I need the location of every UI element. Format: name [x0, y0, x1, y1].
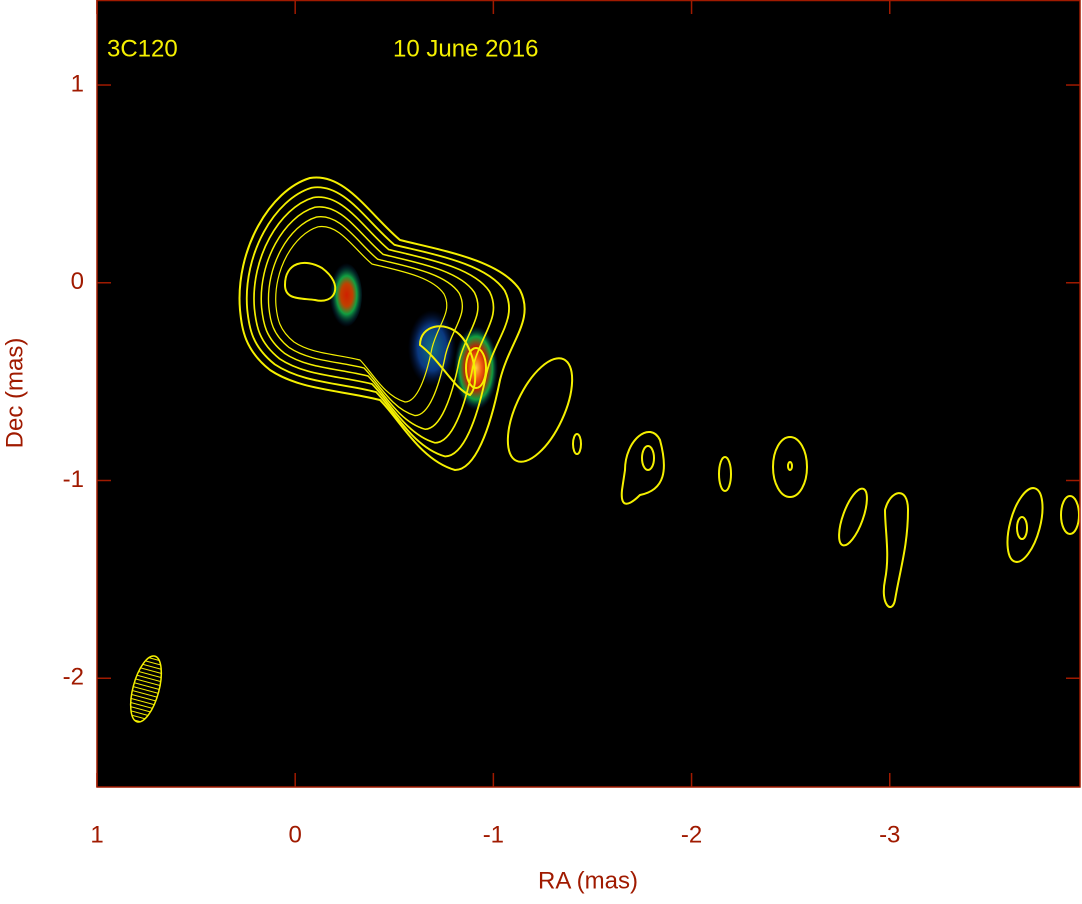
x-tick-label: 0: [289, 821, 302, 848]
contour: [838, 487, 868, 547]
contour: [882, 492, 910, 608]
blob: [328, 263, 362, 327]
x-tick-label: 1: [90, 821, 103, 848]
contour: [772, 436, 808, 498]
contour: [465, 347, 487, 389]
contour: [418, 325, 477, 397]
blob: [454, 326, 498, 410]
contour: [641, 445, 655, 471]
contour: [1006, 487, 1044, 563]
beam: [129, 655, 163, 723]
x-axis-label: RA (mas): [538, 867, 638, 894]
intensity: [328, 263, 498, 410]
plot-area: [97, 0, 1080, 787]
contour: [572, 433, 582, 455]
y-tick-label: -1: [63, 466, 84, 493]
contour: [787, 461, 793, 471]
contour: [1016, 516, 1028, 540]
y-tick-label: -2: [63, 664, 84, 691]
y-tick-label: 0: [71, 268, 84, 295]
x-tick-label: -2: [681, 821, 702, 848]
contour: [283, 261, 337, 302]
contour: [620, 430, 665, 505]
contour: [506, 357, 574, 463]
y-axis-label: Dec (mas): [1, 338, 28, 449]
contours: [129, 176, 1080, 723]
date-label: 10 June 2016: [393, 35, 538, 62]
contour: [238, 176, 526, 472]
y-tick-label: 1: [71, 70, 84, 97]
x-tick-label: -3: [879, 821, 900, 848]
x-tick-label: -1: [483, 821, 504, 848]
source-label: 3C120: [107, 35, 178, 62]
contour: [1060, 495, 1080, 535]
contour: [718, 456, 732, 492]
plot-frame: [96, 0, 1081, 788]
